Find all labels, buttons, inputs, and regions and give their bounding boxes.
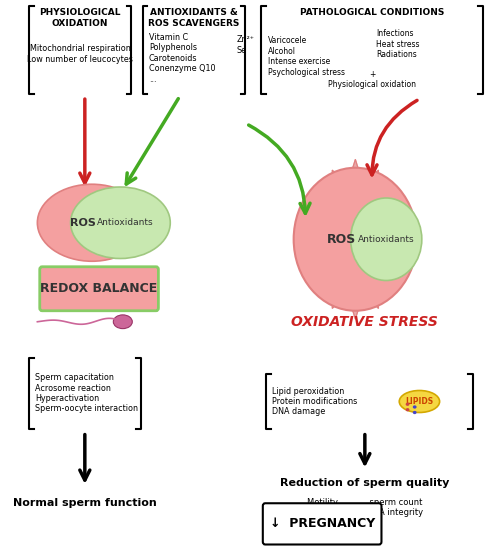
Text: Infections
Heat stress
Radiations: Infections Heat stress Radiations bbox=[377, 29, 420, 59]
Text: Zn²⁺
Se: Zn²⁺ Se bbox=[237, 35, 255, 55]
Text: LIPIDS: LIPIDS bbox=[405, 397, 433, 406]
Ellipse shape bbox=[37, 184, 146, 261]
Ellipse shape bbox=[351, 198, 422, 280]
Text: PHYSIOLOGICAL
OXIDATION: PHYSIOLOGICAL OXIDATION bbox=[39, 8, 121, 28]
Polygon shape bbox=[309, 160, 401, 319]
Ellipse shape bbox=[113, 315, 132, 328]
Ellipse shape bbox=[413, 411, 417, 414]
Ellipse shape bbox=[406, 403, 410, 406]
Text: Sperm capacitation
Acrosome reaction
Hyperactivation
Sperm-oocyte interaction: Sperm capacitation Acrosome reaction Hyp… bbox=[35, 373, 138, 414]
Text: Vitamin C
Polyphenols
Carotenoids
Conenzyme Q10
...: Vitamin C Polyphenols Carotenoids Conenz… bbox=[149, 33, 215, 84]
Text: Mitochondrial respiration
Low number of leucocytes: Mitochondrial respiration Low number of … bbox=[27, 44, 133, 64]
Text: Normal sperm function: Normal sperm function bbox=[13, 498, 157, 508]
Ellipse shape bbox=[294, 168, 417, 311]
Text: ROS: ROS bbox=[326, 233, 356, 246]
Text: ANTIOXIDANTS &
ROS SCAVENGERS: ANTIOXIDANTS & ROS SCAVENGERS bbox=[148, 8, 240, 28]
Text: OXIDATIVE STRESS: OXIDATIVE STRESS bbox=[291, 315, 438, 329]
Text: Lipid peroxidation
Protein modifications
DNA damage: Lipid peroxidation Protein modifications… bbox=[272, 387, 357, 416]
Ellipse shape bbox=[399, 390, 440, 412]
Text: ↓  PREGNANCY: ↓ PREGNANCY bbox=[270, 518, 375, 530]
FancyBboxPatch shape bbox=[263, 503, 382, 544]
Text: Reduction of sperm quality: Reduction of sperm quality bbox=[280, 478, 450, 488]
Ellipse shape bbox=[413, 405, 417, 409]
Ellipse shape bbox=[70, 187, 170, 258]
Text: PATHOLOGICAL CONDITIONS: PATHOLOGICAL CONDITIONS bbox=[300, 8, 444, 17]
FancyBboxPatch shape bbox=[40, 267, 158, 311]
Text: Antioxidants: Antioxidants bbox=[358, 235, 415, 244]
Text: Antioxidants: Antioxidants bbox=[97, 218, 153, 227]
Ellipse shape bbox=[406, 408, 410, 411]
Text: +
Physiological oxidation: + Physiological oxidation bbox=[328, 70, 416, 89]
Text: Motility            sperm count
Morphology    DNA integrity: Motility sperm count Morphology DNA inte… bbox=[306, 498, 423, 517]
Text: Varicocele
Alcohol
Intense exercise
Psychological stress: Varicocele Alcohol Intense exercise Psyc… bbox=[268, 36, 345, 76]
Text: ROS: ROS bbox=[70, 218, 95, 228]
Text: REDOX BALANCE: REDOX BALANCE bbox=[40, 282, 158, 295]
